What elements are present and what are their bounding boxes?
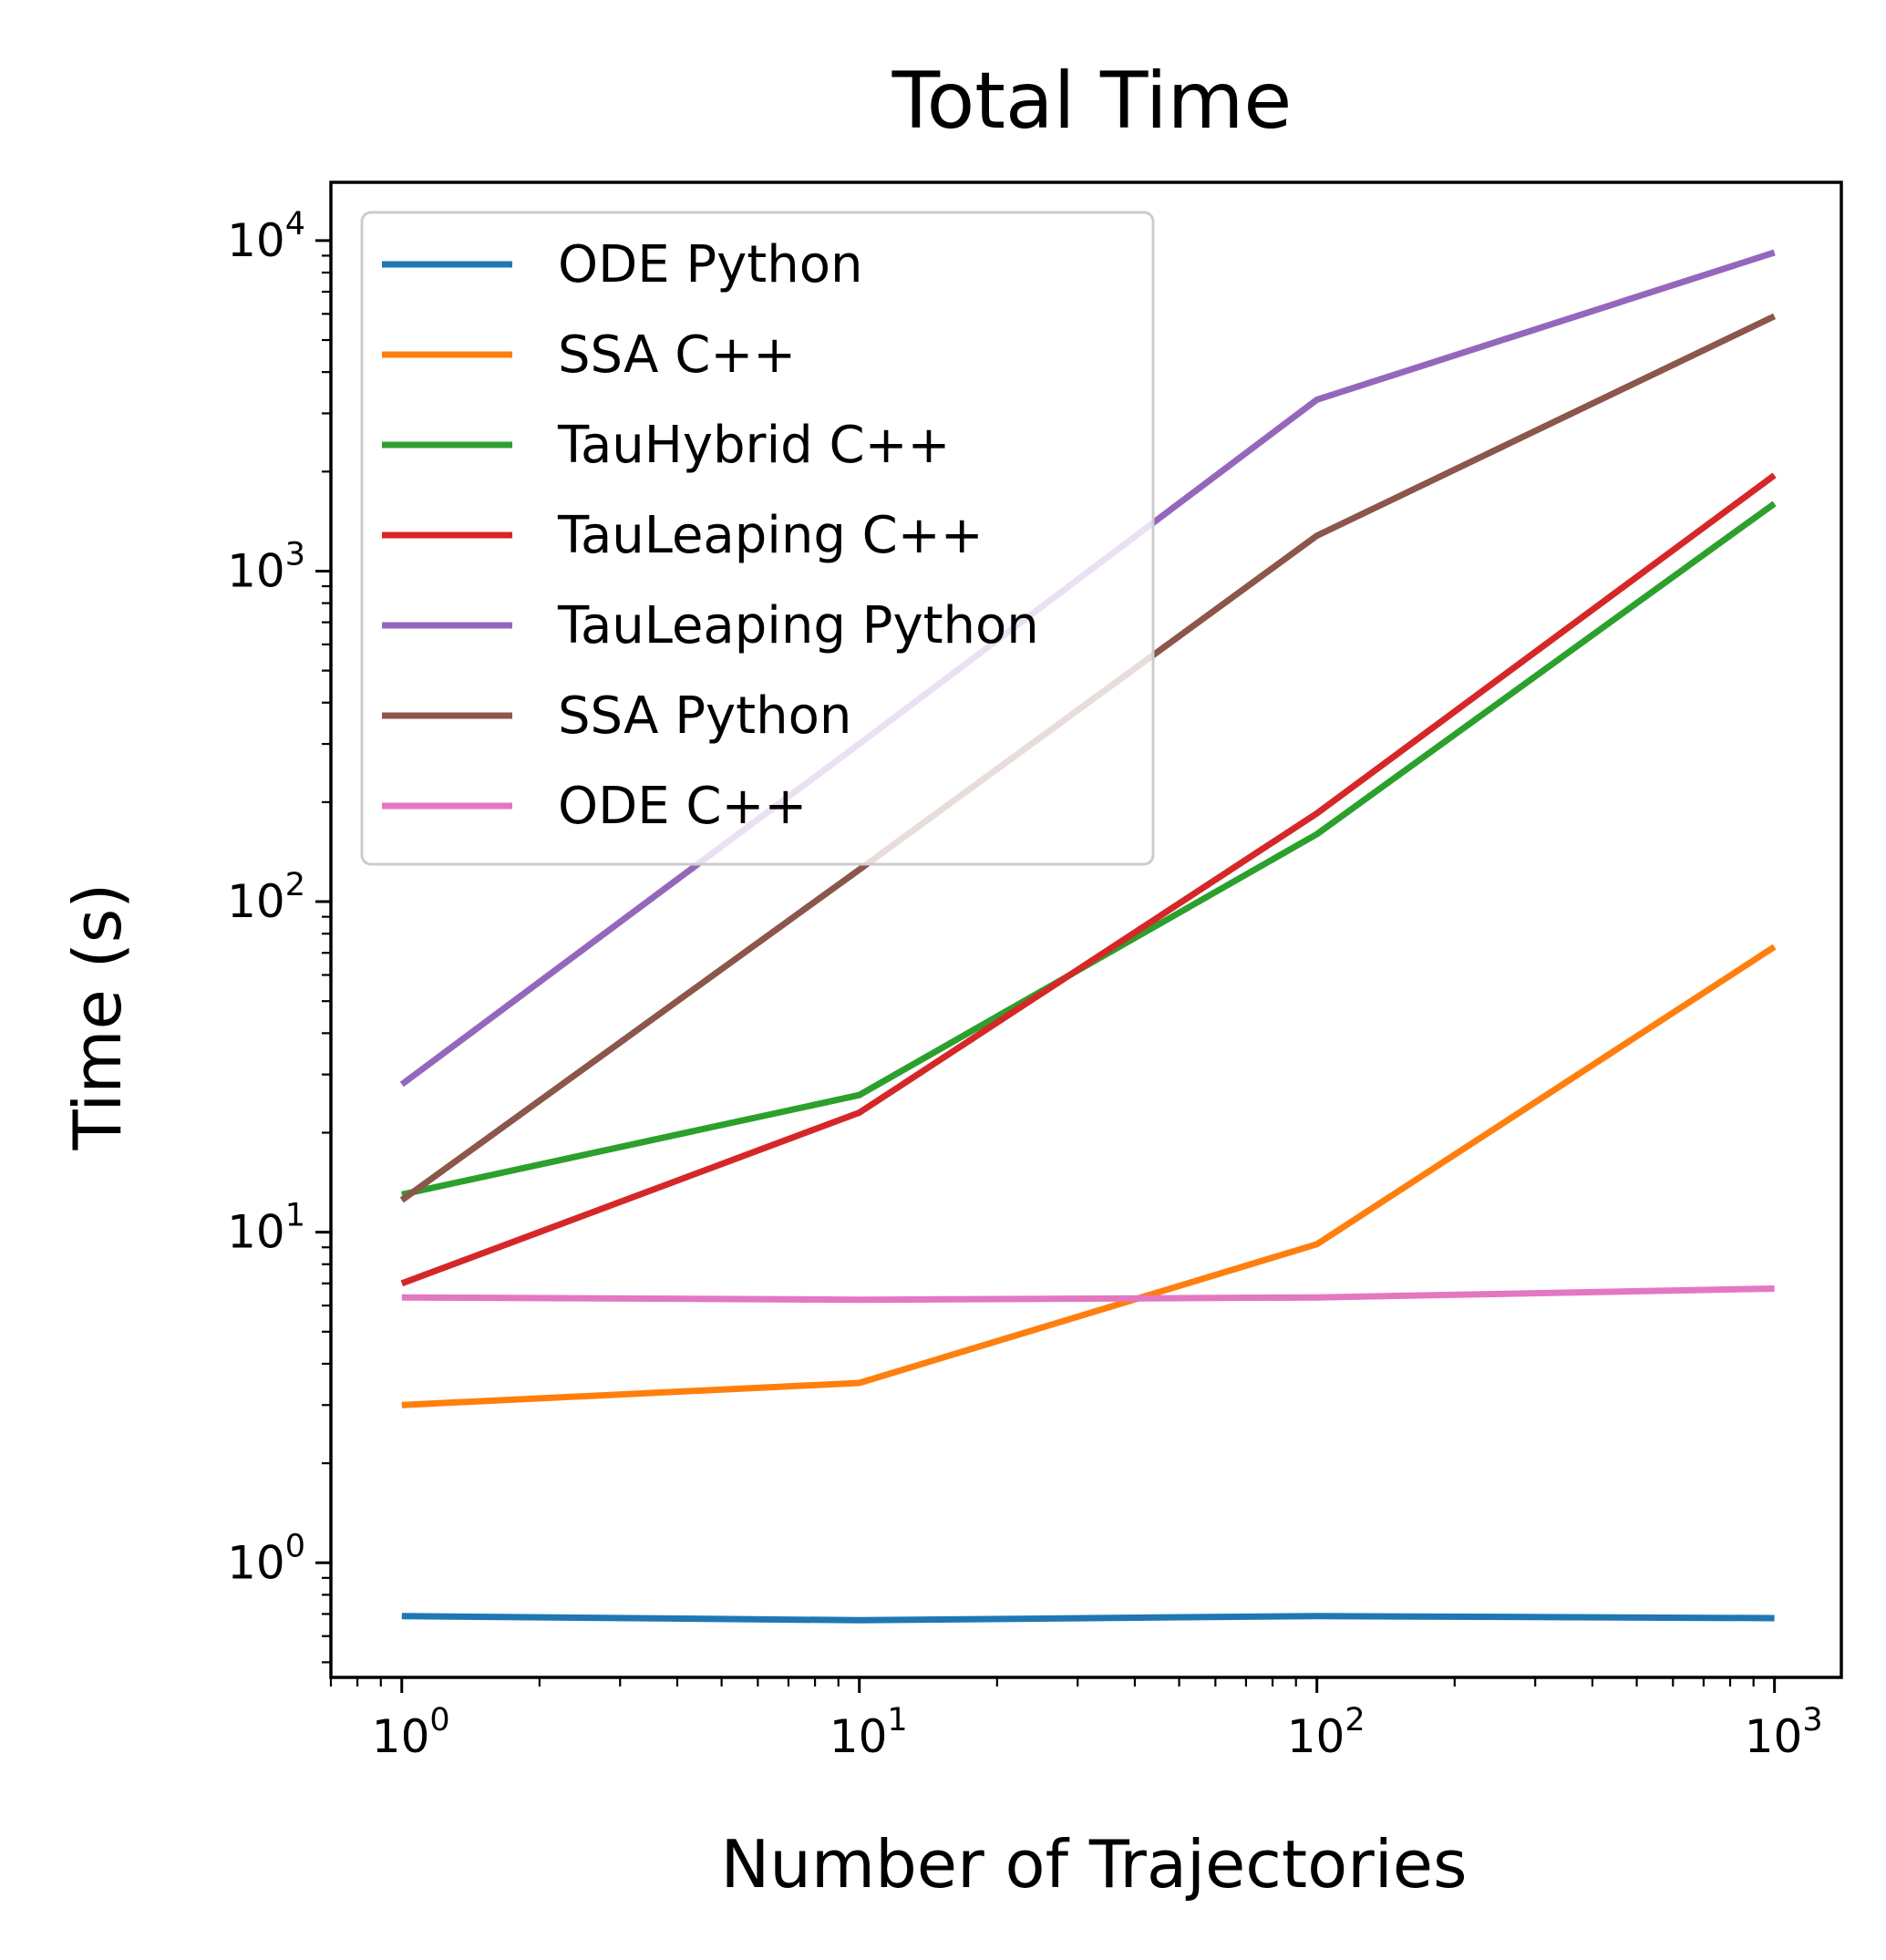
legend-label-6: ODE C++	[558, 777, 807, 836]
x-tick-label-1: 101	[830, 1702, 908, 1763]
legend-label-2: TauHybrid C++	[557, 416, 950, 475]
legend-label-5: SSA Python	[558, 686, 851, 746]
x-tick-label-2: 102	[1287, 1702, 1366, 1763]
x-axis-label: Number of Trajectories	[720, 1826, 1467, 1903]
y-tick-label-0: 100	[227, 1528, 305, 1589]
y-tick-label-3: 103	[227, 536, 305, 597]
x-tick-label-0: 100	[372, 1702, 450, 1763]
y-tick-label-4: 104	[227, 206, 305, 267]
y-tick-label-1: 101	[227, 1198, 305, 1259]
series-line-1	[401, 944, 1777, 1408]
legend-label-4: TauLeaping Python	[557, 596, 1039, 655]
plot-frame	[329, 181, 1843, 1679]
legend: ODE Python SSA C++ TauHybrid C++ TauLeaping…	[360, 211, 1155, 866]
legend-box	[360, 211, 1155, 866]
y-tick-label-2: 102	[227, 867, 305, 928]
legend-label-3: TauLeaping C++	[557, 506, 984, 565]
y-axis-label: Time (s)	[59, 883, 136, 1151]
series-line-6	[401, 1285, 1775, 1304]
legend-label-1: SSA C++	[558, 325, 796, 385]
chart-title: Total Time	[891, 56, 1293, 147]
series-line-3	[400, 472, 1777, 1287]
axes-layer: 100 101 102 103 100 101 102 103 104	[227, 181, 1843, 1763]
legend-label-0: ODE Python	[558, 235, 863, 294]
series-line-0	[401, 1613, 1775, 1624]
x-tick-label-3: 103	[1745, 1702, 1823, 1763]
